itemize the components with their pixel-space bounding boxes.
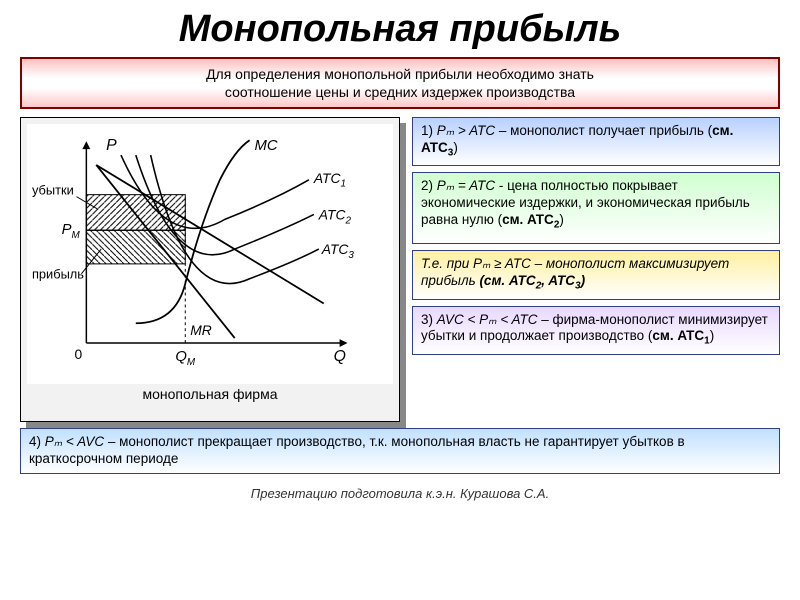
banner-line2: соотношение цены и средних издержек прои…	[225, 84, 575, 100]
page-title: Монопольная прибыль	[0, 0, 800, 55]
atc1-label: ATC1	[313, 170, 346, 190]
chart-container: P Q 0 PM QM убытки прибыль	[20, 117, 400, 422]
main-row: P Q 0 PM QM убытки прибыль	[0, 117, 800, 422]
monopoly-chart: P Q 0 PM QM убытки прибыль	[27, 124, 393, 384]
profit-label: прибыль	[32, 267, 84, 282]
x-axis-label: Q	[334, 348, 346, 365]
card-shutdown: 4) Pₘ < AVC – монополист прекращает прои…	[20, 428, 780, 474]
pm-label: PM	[62, 223, 81, 242]
origin: 0	[74, 346, 82, 362]
atc3-label: ATC3	[321, 241, 355, 261]
cards-column: 1) Pₘ > ATC – монополист получает прибыл…	[412, 117, 780, 422]
card-profit: 1) Pₘ > ATC – монополист получает прибыл…	[412, 117, 780, 166]
chart-caption: монопольная фирма	[27, 386, 393, 402]
losses-label: убытки	[32, 183, 74, 198]
atc2-label: ATC2	[318, 207, 352, 227]
mr-label: MR	[190, 322, 212, 338]
footer-credit: Презентацию подготовила к.э.н. Курашова …	[0, 486, 800, 501]
card-maximize: Т.е. при Pₘ ≥ ATC – монополист максимизи…	[412, 250, 780, 299]
banner-line1: Для определения монопольной прибыли необ…	[206, 66, 594, 82]
qm-label: QM	[175, 349, 196, 368]
card-zero: 2) Pₘ = ATC - цена полностью покрывает э…	[412, 172, 780, 244]
y-axis-label: P	[106, 138, 117, 155]
mc-label: MC	[255, 139, 278, 155]
card-minimize-loss: 3) AVC < Pₘ < ATC – фирма-монополист мин…	[412, 306, 780, 355]
definition-banner: Для определения монопольной прибыли необ…	[20, 57, 780, 109]
